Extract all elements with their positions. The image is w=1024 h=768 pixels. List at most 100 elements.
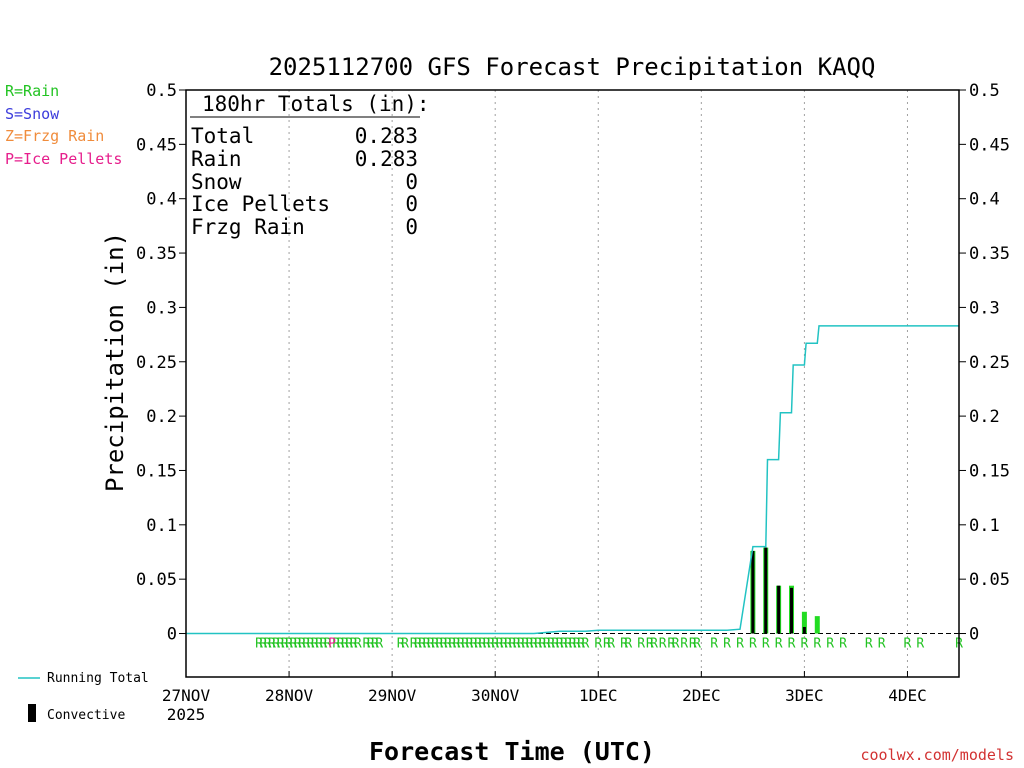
rain-mark: R [749, 637, 757, 652]
rain-mark: R [624, 637, 632, 652]
rain-mark: R [573, 637, 581, 652]
rain-mark: R [478, 637, 486, 652]
rain-mark: R [904, 637, 912, 652]
rain-mark: R [762, 637, 770, 652]
totals-heading: 180hr Totals (in): [202, 92, 430, 116]
rain-mark: R [315, 637, 323, 652]
x-tick-label: 1DEC [579, 686, 618, 705]
totals-value-rain: 0.283 [355, 147, 418, 171]
rain-mark: R [526, 637, 534, 652]
rain-mark: R [277, 637, 285, 652]
rain-mark: R [650, 637, 658, 652]
totals-label-snow: Snow [191, 170, 242, 194]
y-tick-label-right: 0.15 [969, 461, 1010, 481]
y-tick-label-right: 0.45 [969, 135, 1010, 155]
y-tick-label-right: 0.35 [969, 244, 1010, 264]
y-tick-label-left: 0.05 [136, 570, 177, 590]
x-tick-label: 2DEC [682, 686, 721, 705]
rain-mark: R [375, 637, 383, 652]
axes: 0 00.05 0.050.1 0.10.15 0.150.2 0.20.25 0.250.… [136, 81, 1010, 705]
series-layer [186, 325, 959, 635]
precip-bar [814, 616, 820, 634]
rain-mark: R [521, 637, 529, 652]
totals-value-total: 0.283 [355, 124, 418, 148]
credit-link[interactable]: coolwx.com/models [860, 746, 1014, 764]
rain-mark: R [672, 637, 680, 652]
rain-mark: R [320, 637, 328, 652]
rain-mark: R [423, 637, 431, 652]
totals-label-freezing-rain: Frzg Rain [191, 215, 305, 239]
y-tick-label-left: 0.45 [136, 135, 177, 155]
y-axis-label: Precipitation (in) [101, 232, 129, 492]
y-tick-label-right: 0.1 [969, 516, 1000, 536]
rain-mark: R [298, 637, 306, 652]
rain-mark: R [332, 637, 340, 652]
rain-mark: R [543, 637, 551, 652]
y-tick-label-left: 0 [167, 625, 177, 645]
rain-mark: R [607, 637, 615, 652]
convective-bar [764, 547, 768, 634]
rain-mark: R [397, 637, 405, 652]
rain-mark: R [564, 637, 572, 652]
rain-mark: R [431, 637, 439, 652]
rain-mark: R [453, 637, 461, 652]
convective-bar [802, 626, 806, 634]
rain-mark: R [466, 637, 474, 652]
y-tick-label-right: 0.25 [969, 353, 1010, 373]
rain-mark: R [594, 637, 602, 652]
rain-mark: R [513, 637, 521, 652]
rain-mark: R [483, 637, 491, 652]
rain-mark: R [294, 637, 302, 652]
rain-mark: R [337, 637, 345, 652]
rain-mark: R [813, 637, 821, 652]
rain-mark: R [461, 637, 469, 652]
rain-mark: R [496, 637, 504, 652]
rain-mark: R [444, 637, 452, 652]
y-tick-label-right: 0.3 [969, 298, 1000, 318]
rain-mark: R [788, 637, 796, 652]
rain-mark: R [878, 637, 886, 652]
convective-bar [751, 550, 755, 634]
running-total-line [186, 325, 959, 635]
y-tick-label-left: 0.25 [136, 353, 177, 373]
x-axis-label: Forecast Time (UTC) [369, 737, 655, 766]
convective-bar [790, 587, 794, 634]
y-tick-label-right: 0.5 [969, 81, 1000, 101]
legend-snow: S=Snow [5, 105, 60, 123]
rain-mark: R [577, 637, 585, 652]
precip-bar [801, 611, 807, 634]
rain-mark: R [504, 637, 512, 652]
rain-mark: R [341, 637, 349, 652]
rain-mark: R [556, 637, 564, 652]
x-tick-label: 28NOV [265, 686, 314, 705]
rain-mark: R [680, 637, 688, 652]
ice-pellet-mark: P [328, 637, 336, 652]
rain-mark: R [272, 637, 280, 652]
y-tick-label-left: 0.2 [146, 407, 177, 427]
x-tick-label: 29NOV [368, 686, 417, 705]
running-total-legend-label: Running Total [47, 671, 149, 686]
rain-mark: R [517, 637, 525, 652]
x-tick-label: 27NOV [162, 686, 211, 705]
rain-mark: R [569, 637, 577, 652]
convective-legend-label: Convective [47, 708, 125, 723]
rain-mark: R [547, 637, 555, 652]
rain-mark: R [539, 637, 547, 652]
rain-mark: R [581, 637, 589, 652]
rain-mark: R [487, 637, 495, 652]
rain-mark: R [646, 637, 654, 652]
rain-mark: R [371, 637, 379, 652]
rain-mark: R [839, 637, 847, 652]
rain-mark: R [659, 637, 667, 652]
legend-freezing-rain: Z=Frzg Rain [5, 127, 104, 145]
totals-value-freezing-rain: 0 [405, 215, 418, 239]
rain-mark: R [689, 637, 697, 652]
y-tick-label-right: 0.05 [969, 570, 1010, 590]
rain-mark: R [362, 637, 370, 652]
rain-mark: R [401, 637, 409, 652]
rain-mark: R [826, 637, 834, 652]
y-tick-label-right: 0.4 [969, 190, 1000, 210]
y-tick-label-left: 0.35 [136, 244, 177, 264]
rain-mark: R [255, 637, 263, 652]
rain-mark: R [457, 637, 465, 652]
